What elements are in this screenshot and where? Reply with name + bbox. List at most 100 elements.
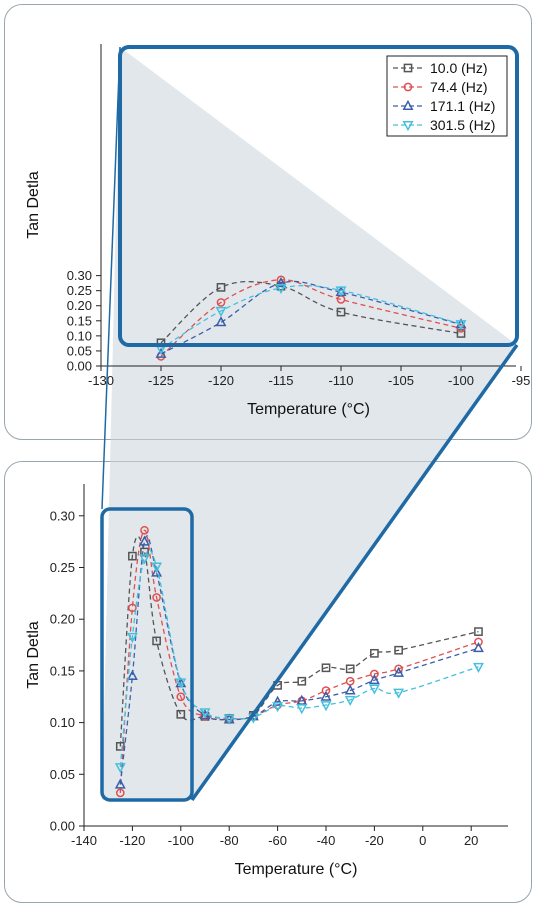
y-tick-label: 0.20 [50, 612, 75, 627]
x-axis-title: Temperature (°C) [247, 401, 370, 418]
zoom-overlay [100, 45, 519, 802]
data-point [297, 676, 307, 686]
data-point [370, 669, 379, 679]
data-point [272, 702, 284, 713]
x-tick-label: -120 [208, 373, 234, 388]
x-tick-label: -115 [268, 373, 293, 388]
data-point [140, 525, 149, 535]
x-tick-label: -100 [168, 833, 194, 848]
legend-marker [403, 63, 413, 73]
data-point [216, 283, 226, 292]
x-tick-label: -125 [148, 373, 174, 388]
y-tick-label: 0.15 [50, 663, 75, 678]
x-tick-label: -110 [328, 373, 353, 388]
data-point [223, 714, 235, 725]
y-tick-label: 0.15 [67, 313, 92, 328]
x-tick-label: -120 [119, 833, 145, 848]
connector-line-left [101, 46, 121, 510]
data-point [128, 603, 137, 613]
x-tick-label: -40 [317, 833, 336, 848]
zoom-connector [102, 47, 517, 800]
legend-label: 74.4 (Hz) [430, 79, 488, 95]
data-point [152, 636, 161, 646]
data-point [368, 674, 380, 685]
data-point [128, 551, 137, 561]
data-point [275, 284, 287, 295]
data-point [473, 641, 484, 653]
data-point [368, 684, 380, 695]
y-tick-label: 0.25 [50, 560, 75, 575]
x-axis-title: Temperature (°C) [235, 861, 358, 878]
data-point [474, 627, 483, 636]
series-line [160, 284, 462, 350]
data-point [473, 662, 484, 673]
data-point [155, 347, 167, 358]
zoom-shade [102, 47, 517, 800]
x-tick-label: -130 [88, 373, 114, 388]
legend-marker [403, 82, 413, 92]
full-range-chart: -140 -120 -100 -80 -60 -40 -20 0 20 0.00 0.05 0.10 0… [25, 484, 508, 878]
data-point [321, 663, 331, 673]
x-tick-label: 20 [464, 833, 478, 848]
data-point [370, 648, 379, 658]
x-tick-label: -95 [512, 373, 531, 388]
data-point [321, 686, 331, 695]
data-point [152, 593, 161, 602]
data-point [215, 306, 227, 318]
data-point [151, 562, 163, 573]
data-point [114, 763, 126, 774]
data-point [344, 684, 356, 695]
data-point [176, 709, 186, 719]
data-point [175, 678, 187, 689]
data-point [335, 286, 347, 297]
data-point [345, 664, 355, 674]
inset-zoom-frame [118, 45, 519, 347]
y-tick-label: 0.05 [67, 343, 92, 358]
data-point [215, 316, 227, 327]
data-point [474, 637, 483, 647]
x-tick-label: -100 [448, 373, 474, 388]
legend-label: 301.5 (Hz) [430, 117, 495, 133]
data-point [216, 298, 226, 307]
data-point [199, 709, 211, 720]
series-line [160, 280, 462, 355]
y-tick-label: 0.00 [50, 819, 75, 834]
data-point [455, 320, 467, 331]
y-tick-label: 0.20 [67, 298, 92, 313]
data-point [199, 708, 211, 719]
data-point [139, 554, 150, 565]
legend-label: 10.0 (Hz) [430, 60, 488, 76]
y-tick-label: 0.30 [50, 508, 75, 523]
series-line [119, 529, 479, 793]
data-point [275, 276, 287, 288]
y-tick-label: 0.10 [67, 328, 92, 343]
legend-marker [402, 121, 414, 132]
x-tick-label: -60 [268, 833, 287, 848]
data-point [151, 566, 163, 577]
zoom-region-box [100, 507, 194, 802]
data-point [176, 692, 186, 702]
data-point [114, 778, 126, 789]
y-tick-label: 0.25 [67, 283, 92, 298]
data-point [344, 695, 356, 707]
data-point [115, 742, 125, 751]
y-axis-title: Tan Detla [25, 171, 42, 239]
data-point [320, 701, 332, 712]
y-tick-label: 0.30 [67, 268, 92, 283]
data-point [296, 704, 308, 715]
x-tick-label: -105 [388, 373, 414, 388]
y-tick-label: 0.10 [50, 715, 75, 730]
data-point [394, 645, 403, 655]
y-axis-title: Tan Detla [25, 621, 42, 689]
data-point [272, 695, 284, 706]
data-point [336, 307, 346, 317]
legend-marker [402, 99, 414, 110]
x-tick-label: 0 [419, 833, 426, 848]
data-point [115, 788, 125, 798]
data-point [393, 688, 405, 699]
data-point [393, 666, 405, 677]
connector-line-right [190, 343, 519, 802]
data-point [126, 669, 138, 681]
y-tick-label: 0.00 [67, 359, 92, 374]
